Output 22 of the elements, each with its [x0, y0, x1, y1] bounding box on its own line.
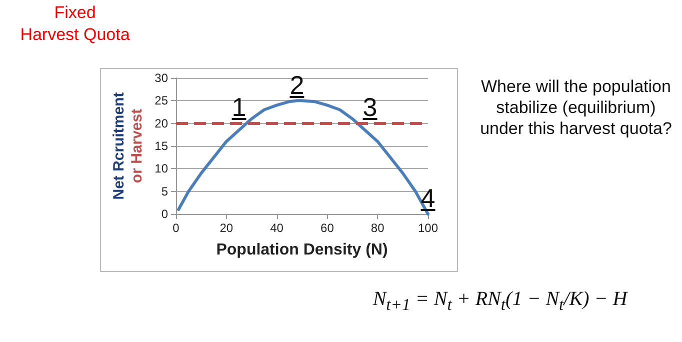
text: Where will the population stabilize (equilibrium) under this harvest quota?: [479, 76, 673, 139]
x-tick-label: 20: [220, 221, 234, 235]
annotation: 3: [362, 92, 378, 124]
chart-title: Fixed Harvest Quota: [19, 2, 131, 46]
x-tick-label: 40: [270, 221, 284, 235]
y-axis-title: Net Rcruitment or Harvest: [110, 92, 146, 200]
text: N$_{t+1}$ = N$_{t}$ + RN$_{t}$(1 − N$_{t}$/K) − H: [372, 288, 628, 314]
x-tick-label: 0: [172, 221, 180, 235]
x-tick-label: 100: [418, 221, 438, 235]
x-tick-label: 60: [320, 221, 334, 235]
y-tick-label: 0: [161, 207, 168, 221]
x-tick-label: 80: [370, 221, 385, 235]
annotation: 2: [290, 70, 304, 101]
y-tick-label: 30: [154, 71, 168, 85]
annotation: 1: [232, 92, 246, 124]
y-tick-label: 10: [154, 162, 168, 176]
y-tick-label: 5: [161, 184, 168, 198]
y-tick-label: 25: [154, 94, 168, 108]
y-tick-label: 15: [154, 139, 168, 153]
x-axis-title: Population Density (N): [216, 242, 388, 258]
y-tick-label: 20: [154, 116, 168, 130]
annotation: 4: [420, 183, 436, 214]
